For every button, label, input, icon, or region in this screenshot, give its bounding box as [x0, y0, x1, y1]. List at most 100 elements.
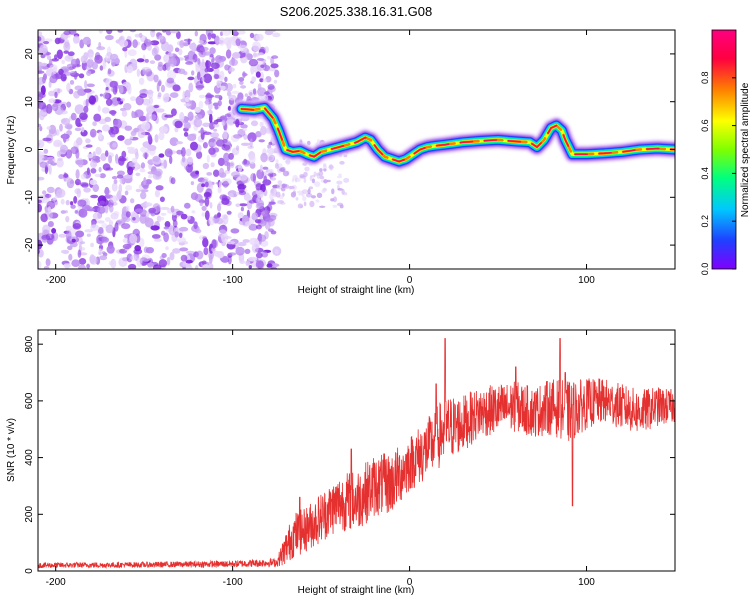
colorbar-ticks: 0.0 0.2 0.4 0.6 0.8 [700, 72, 736, 275]
noise-blob [209, 113, 213, 123]
spectrogram-y-label: Frequency (Hz) [6, 116, 17, 185]
noise-blob [150, 225, 160, 231]
noise-blob [143, 246, 149, 254]
noise-blob [107, 68, 112, 75]
noise-blob [52, 102, 59, 112]
noise-blob [248, 265, 252, 269]
noise-blob [74, 210, 79, 214]
noise-blob [87, 153, 93, 159]
noise-blob [323, 179, 328, 184]
noise-blob [38, 139, 45, 149]
noise-blob [242, 58, 248, 63]
noise-blob [91, 61, 98, 70]
noise-blob [88, 95, 96, 105]
snr-y-axis: 0 200 400 600 800 [24, 335, 675, 574]
noise-blob [172, 248, 181, 254]
noise-blob [224, 113, 232, 118]
noise-blob [254, 219, 262, 224]
noise-blob [117, 30, 124, 33]
y-tick-label: -20 [24, 237, 35, 252]
noise-blob [250, 120, 259, 127]
noise-blob [164, 114, 174, 118]
noise-blob [43, 148, 49, 154]
noise-blob [71, 259, 81, 268]
noise-blob [141, 121, 151, 131]
noise-blob [204, 181, 209, 188]
noise-blob [274, 249, 279, 255]
noise-blob [90, 160, 98, 169]
noise-blob [239, 260, 246, 264]
noise-blob [251, 243, 259, 253]
noise-blob [40, 213, 48, 223]
noise-blob [79, 112, 88, 120]
noise-blob [73, 90, 80, 99]
noise-blob [316, 192, 323, 198]
noise-blob [77, 199, 87, 207]
noise-blob [252, 173, 256, 184]
noise-blob [78, 73, 85, 79]
snr-x-label: Height of straight line (km) [298, 585, 415, 596]
noise-blob [202, 131, 212, 135]
noise-blob [101, 124, 111, 132]
noise-blob [274, 69, 280, 78]
noise-blob [280, 187, 286, 192]
noise-blob [69, 80, 75, 85]
noise-blob [303, 201, 307, 207]
noise-blob [229, 193, 234, 198]
noise-blob [255, 203, 264, 210]
noise-blob [336, 175, 342, 179]
noise-blob [249, 32, 255, 39]
noise-blob [185, 148, 192, 157]
noise-blob [93, 113, 102, 122]
noise-blob [166, 256, 171, 266]
noise-blob [141, 254, 151, 262]
colorbar-gradient [711, 29, 737, 270]
noise-blob [225, 49, 232, 59]
noise-blob [158, 131, 165, 141]
noise-blob [172, 219, 178, 227]
noise-blob [73, 196, 78, 204]
y-tick-label: 400 [24, 449, 35, 466]
noise-blob [187, 76, 195, 81]
noise-blob [160, 206, 170, 211]
noise-blob [270, 230, 277, 235]
noise-blob [172, 211, 177, 216]
snr-background [38, 330, 675, 571]
spectrogram-ridge [232, 98, 675, 171]
x-tick-label: -200 [46, 577, 66, 588]
noise-blob [43, 266, 50, 269]
noise-blob [147, 144, 157, 152]
noise-blob [140, 162, 146, 169]
noise-blob [259, 78, 264, 83]
noise-blob [235, 118, 240, 128]
noise-blob [222, 30, 232, 36]
noise-blob [111, 176, 118, 180]
noise-blob [238, 190, 246, 196]
noise-blob [89, 255, 98, 265]
noise-blob [193, 221, 198, 230]
noise-blob [104, 217, 111, 222]
noise-blob [90, 242, 94, 248]
noise-blob [106, 245, 115, 254]
noise-blob [98, 166, 102, 173]
noise-blob [105, 150, 109, 157]
noise-blob [145, 104, 155, 115]
noise-blob [202, 264, 210, 269]
noise-blob [275, 159, 279, 164]
noise-blob [150, 30, 156, 38]
noise-blob [165, 246, 169, 251]
noise-blob [198, 40, 204, 44]
noise-blob [163, 159, 168, 169]
noise-blob [44, 165, 49, 175]
noise-blob [102, 92, 110, 100]
noise-blob [179, 40, 185, 48]
noise-blob [94, 173, 102, 178]
noise-blob [269, 192, 274, 201]
noise-blob [222, 180, 229, 188]
noise-blob [222, 129, 228, 140]
noise-blob [104, 116, 112, 123]
noise-blob [244, 248, 251, 254]
y-tick-label: 20 [24, 48, 35, 60]
noise-blob [211, 137, 221, 141]
noise-blob [256, 169, 265, 180]
